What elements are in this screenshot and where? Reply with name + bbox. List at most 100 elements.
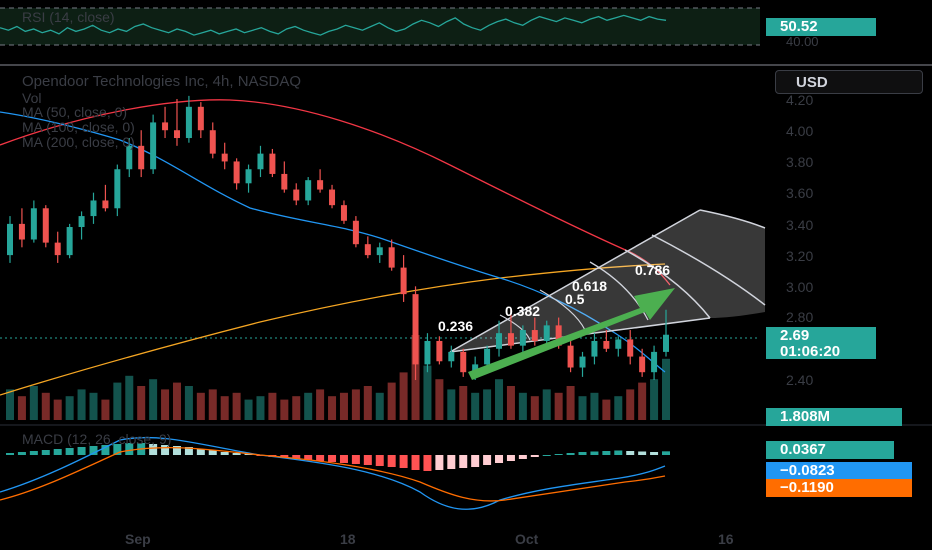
candle-body <box>281 173 288 190</box>
macd-hist-bar <box>29 451 38 455</box>
volume-bar <box>518 392 527 420</box>
volume-bar <box>256 396 265 420</box>
macd-legend: MACD (12, 26, close, 9) <box>22 431 172 447</box>
candle-body <box>531 330 538 341</box>
rsi-lower-tick: 40.00 <box>786 34 819 49</box>
rsi-value-badge: 50.52 <box>766 18 876 36</box>
macd-hist-bar <box>411 455 420 470</box>
macd-hist-bar <box>566 453 575 455</box>
volume-bar <box>363 386 372 420</box>
candle-body <box>257 153 264 170</box>
macd-hist-bar <box>399 455 408 468</box>
rsi-legend: RSI (14, close) <box>22 9 115 25</box>
volume-bar <box>292 396 301 420</box>
candle-body <box>567 345 574 368</box>
volume-bar <box>268 392 277 420</box>
candle-body <box>340 205 347 221</box>
price-tick: 4.20 <box>786 92 814 108</box>
volume-bar <box>137 386 146 420</box>
macd-hist-bar <box>423 455 432 471</box>
currency-button[interactable]: USD <box>775 70 923 94</box>
macd-hist-bar <box>590 451 599 455</box>
candle-body <box>162 122 169 131</box>
macd-hist-bar <box>638 451 647 455</box>
macd-hist-bar <box>447 455 456 469</box>
candle-body <box>400 267 407 295</box>
volume-badge: 1.808M <box>766 408 902 426</box>
candle-body <box>412 294 419 365</box>
candle-body <box>639 356 646 373</box>
candle-body <box>150 122 157 170</box>
chart-title: Opendoor Technologies Inc, 4h, NASDAQ <box>22 73 302 90</box>
macd-hist-bar <box>602 451 611 455</box>
volume-bar <box>89 392 98 420</box>
last-price-value: 2.69 <box>780 327 810 344</box>
volume-bar <box>375 392 384 420</box>
macd-hist-badge: 0.0367 <box>766 441 894 459</box>
macd-hist-bar <box>506 455 515 461</box>
volume-bar <box>471 392 480 420</box>
candle-body <box>126 145 133 170</box>
ma200-line <box>0 263 666 396</box>
volume-bar <box>220 396 229 420</box>
candle-body <box>519 330 526 346</box>
volume-bar <box>399 372 408 420</box>
time-tick: Sep <box>125 531 151 547</box>
price-pane <box>0 95 766 420</box>
candle-body <box>90 200 97 217</box>
macd-hist-bar <box>363 455 372 465</box>
fib-label-0382: 0.382 <box>505 303 541 319</box>
macd-hist-bar <box>542 455 551 456</box>
candle-body <box>173 130 180 139</box>
macd-hist-bar <box>578 452 587 455</box>
volume-bar <box>41 392 50 420</box>
candle-body <box>388 247 395 268</box>
volume-bar <box>447 389 456 420</box>
time-tick: 18 <box>340 531 356 547</box>
volume-bar <box>650 379 659 420</box>
macd-hist-bar <box>89 446 98 455</box>
volume-bar <box>280 399 289 420</box>
price-tick: 3.80 <box>786 154 814 170</box>
price-tick: 3.20 <box>786 248 814 264</box>
macd-hist-bar <box>650 452 659 455</box>
candle-body <box>305 180 312 201</box>
volume-bars <box>6 335 670 420</box>
candle-body <box>42 208 49 243</box>
fib-label-0786: 0.786 <box>635 262 671 278</box>
fib-label-05: 0.5 <box>565 291 585 307</box>
macd-hist-bar <box>232 453 241 455</box>
countdown-timer: 01:06:20 <box>780 343 841 360</box>
volume-bar <box>506 386 515 420</box>
macd-hist-bar <box>65 448 74 455</box>
candle-body <box>579 356 586 368</box>
candle-body <box>54 242 61 256</box>
macd-pane <box>0 424 932 510</box>
macd-hist-bar <box>471 455 480 467</box>
macd-hist-bar <box>316 455 325 461</box>
last-price-badge: 2.69 01:06:20 <box>766 327 876 360</box>
volume-bar <box>304 392 313 420</box>
candle-body <box>543 325 550 341</box>
candle-body <box>448 351 455 362</box>
fib-label-0236: 0.236 <box>438 318 474 334</box>
volume-bar <box>244 399 253 420</box>
time-tick: 16 <box>718 531 734 547</box>
macd-hist-bar <box>459 455 468 468</box>
macd-hist-bar <box>113 444 122 455</box>
macd-hist-bar <box>125 443 134 455</box>
volume-bar <box>77 389 86 420</box>
volume-bar <box>530 396 539 420</box>
macd-hist-bar <box>6 453 14 455</box>
macd-value-badge: −0.0823 <box>766 462 912 480</box>
price-tick: 4.00 <box>786 123 814 139</box>
macd-hist-bar <box>518 455 527 459</box>
macd-hist-bar <box>292 455 301 459</box>
candle-body <box>484 348 491 365</box>
candle-body <box>317 180 324 190</box>
candle-body <box>436 340 443 362</box>
macd-hist-bar <box>375 455 384 466</box>
macd-hist-bar <box>483 455 492 465</box>
ma200-legend: MA (200, close, 0) <box>22 134 135 150</box>
macd-hist-bar <box>196 449 205 455</box>
